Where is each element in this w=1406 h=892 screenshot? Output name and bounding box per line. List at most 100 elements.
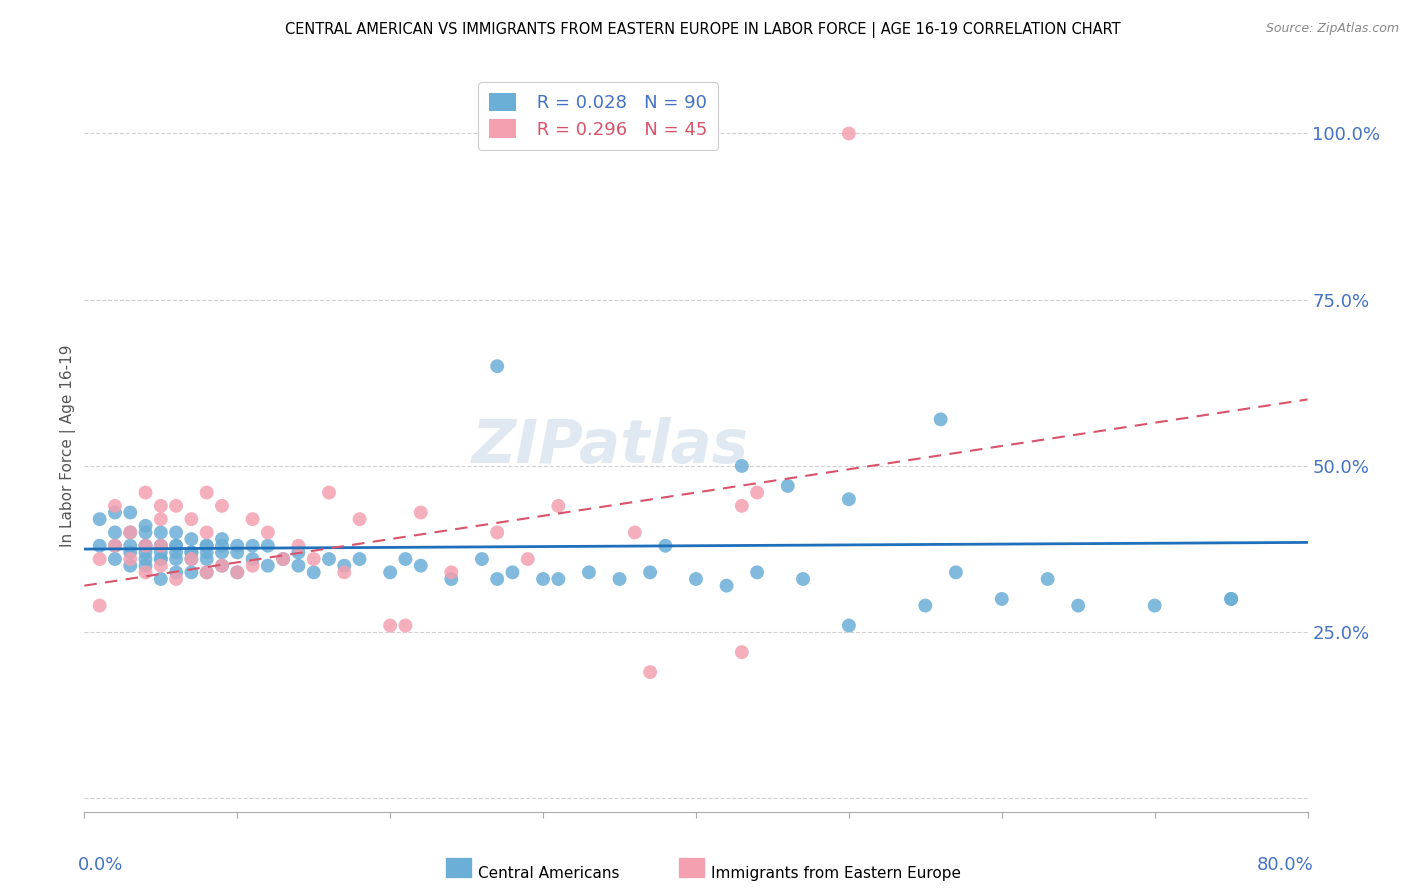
Point — [226, 566, 249, 580]
Point — [135, 485, 157, 500]
Point — [120, 525, 142, 540]
Point — [104, 539, 127, 553]
Text: 80.0%: 80.0% — [1257, 855, 1313, 873]
Point — [149, 499, 172, 513]
Point — [1036, 572, 1059, 586]
Point — [104, 499, 127, 513]
Point — [149, 572, 172, 586]
Point — [731, 645, 754, 659]
Point — [135, 558, 157, 573]
Point — [180, 512, 202, 526]
Point — [914, 599, 936, 613]
Point — [242, 512, 264, 526]
Point — [531, 572, 554, 586]
Point — [135, 566, 157, 580]
Point — [747, 485, 769, 500]
Point — [638, 665, 661, 679]
Y-axis label: In Labor Force | Age 16-19: In Labor Force | Age 16-19 — [60, 344, 76, 548]
Point — [1220, 591, 1243, 606]
Point — [104, 506, 127, 520]
Point — [120, 506, 142, 520]
Point — [838, 492, 860, 507]
Point — [211, 499, 233, 513]
Point — [287, 539, 309, 553]
Point — [516, 552, 538, 566]
Point — [1067, 599, 1090, 613]
Point — [486, 359, 509, 374]
Point — [257, 558, 280, 573]
Point — [486, 572, 509, 586]
Point — [135, 518, 157, 533]
Point — [349, 552, 371, 566]
Point — [486, 525, 509, 540]
Point — [257, 525, 280, 540]
Point — [89, 552, 111, 566]
Point — [211, 539, 233, 553]
Point — [271, 552, 294, 566]
Point — [380, 566, 402, 580]
Point — [287, 545, 309, 559]
Text: Immigrants from Eastern Europe: Immigrants from Eastern Europe — [710, 866, 960, 880]
Point — [135, 552, 157, 566]
Point — [120, 545, 142, 559]
Point — [609, 572, 631, 586]
Point — [211, 532, 233, 546]
Point — [287, 558, 309, 573]
Point — [838, 127, 860, 141]
Point — [195, 539, 218, 553]
Text: ZIPatlas: ZIPatlas — [472, 417, 749, 475]
Point — [226, 566, 249, 580]
Point — [440, 566, 463, 580]
Point — [135, 539, 157, 553]
Point — [195, 545, 218, 559]
Point — [792, 572, 814, 586]
Point — [929, 412, 952, 426]
Point — [149, 558, 172, 573]
Point — [624, 525, 647, 540]
Point — [242, 552, 264, 566]
Point — [180, 552, 202, 566]
Point — [776, 479, 799, 493]
Point — [149, 552, 172, 566]
Point — [149, 539, 172, 553]
Point — [211, 558, 233, 573]
Point — [1143, 599, 1166, 613]
Point — [195, 539, 218, 553]
Point — [165, 572, 187, 586]
Point — [195, 525, 218, 540]
Bar — [678, 857, 704, 878]
Point — [180, 545, 202, 559]
Point — [945, 566, 967, 580]
Point — [104, 539, 127, 553]
Point — [149, 539, 172, 553]
Point — [991, 591, 1014, 606]
Point — [349, 512, 371, 526]
Point — [731, 458, 754, 473]
Point — [471, 552, 494, 566]
Point — [440, 572, 463, 586]
Point — [149, 539, 172, 553]
Point — [409, 506, 432, 520]
Point — [654, 539, 676, 553]
Point — [502, 566, 524, 580]
Point — [409, 558, 432, 573]
Point — [747, 566, 769, 580]
Point — [838, 618, 860, 632]
Point — [333, 566, 356, 580]
Point — [89, 539, 111, 553]
Point — [394, 552, 416, 566]
Point — [165, 539, 187, 553]
Point — [318, 552, 340, 566]
Point — [149, 545, 172, 559]
Point — [638, 566, 661, 580]
Point — [1220, 591, 1243, 606]
Point — [302, 552, 325, 566]
Point — [211, 545, 233, 559]
Point — [180, 532, 202, 546]
Point — [195, 566, 218, 580]
Point — [135, 525, 157, 540]
Point — [165, 545, 187, 559]
Point — [120, 558, 142, 573]
Point — [180, 566, 202, 580]
Point — [89, 599, 111, 613]
